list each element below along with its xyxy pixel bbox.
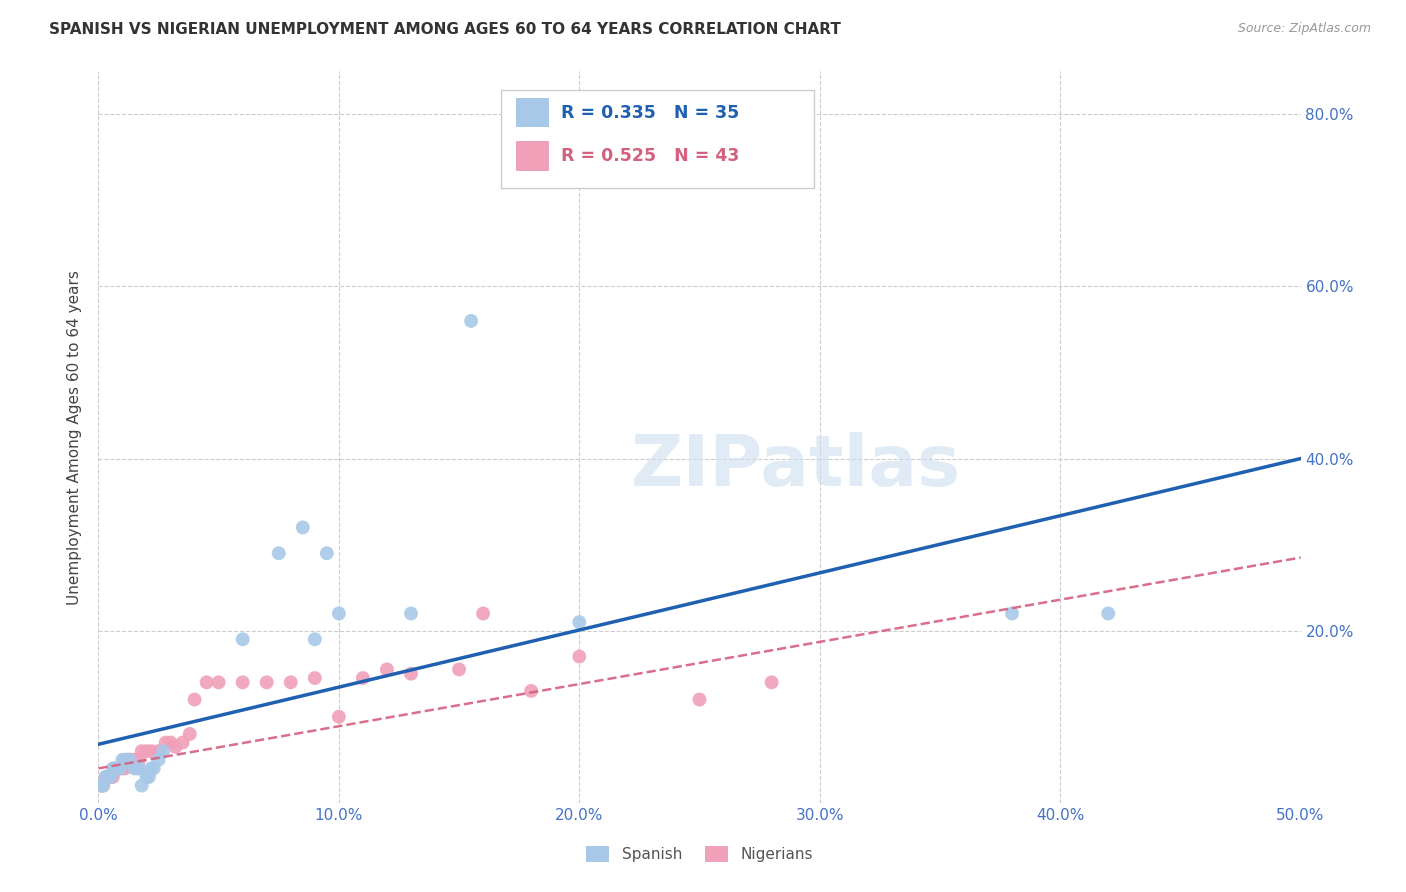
Point <box>328 710 350 724</box>
Point <box>114 761 136 775</box>
Point <box>125 753 148 767</box>
Point <box>689 168 711 182</box>
Point <box>135 744 157 758</box>
Point <box>568 615 591 629</box>
Point <box>104 761 127 775</box>
Point <box>90 779 112 793</box>
Point <box>328 607 350 621</box>
Point <box>375 662 398 676</box>
Point <box>195 675 218 690</box>
Point <box>108 761 131 775</box>
Point <box>304 632 326 647</box>
Point <box>128 761 150 775</box>
Point <box>114 753 136 767</box>
Point <box>208 675 231 690</box>
Point <box>107 761 129 775</box>
Point <box>100 770 122 784</box>
Y-axis label: Unemployment Among Ages 60 to 64 years: Unemployment Among Ages 60 to 64 years <box>67 269 83 605</box>
Point <box>101 761 124 775</box>
Point <box>128 753 150 767</box>
Point <box>689 692 711 706</box>
Point <box>159 735 181 749</box>
Point <box>131 779 153 793</box>
Legend: Spanish, Nigerians: Spanish, Nigerians <box>581 840 818 868</box>
Point <box>152 744 174 758</box>
Point <box>97 770 120 784</box>
Point <box>111 761 134 775</box>
Point <box>179 727 201 741</box>
Point <box>1001 607 1024 621</box>
FancyBboxPatch shape <box>501 90 814 188</box>
Point <box>447 662 470 676</box>
Point <box>165 739 187 754</box>
Point <box>101 770 124 784</box>
Point <box>111 753 134 767</box>
Point <box>142 761 165 775</box>
Point <box>124 761 146 775</box>
Point <box>118 753 141 767</box>
Point <box>256 675 278 690</box>
Point <box>141 744 163 758</box>
Point <box>155 735 177 749</box>
Point <box>90 779 112 793</box>
Point <box>97 770 120 784</box>
Point <box>148 753 170 767</box>
Point <box>100 770 122 784</box>
Point <box>399 666 422 681</box>
Point <box>108 761 131 775</box>
Point <box>141 761 163 775</box>
Point <box>472 607 495 621</box>
Point <box>104 761 127 775</box>
Point <box>315 546 337 560</box>
Point <box>1097 607 1119 621</box>
Point <box>138 770 160 784</box>
Point <box>148 744 170 758</box>
Point <box>352 671 374 685</box>
FancyBboxPatch shape <box>516 141 550 170</box>
Point <box>125 761 148 775</box>
Point <box>304 671 326 685</box>
Point <box>291 520 314 534</box>
Point <box>183 692 205 706</box>
Point <box>761 675 783 690</box>
Point <box>91 779 114 793</box>
Text: ZIPatlas: ZIPatlas <box>631 432 960 500</box>
Point <box>131 744 153 758</box>
Text: R = 0.335   N = 35: R = 0.335 N = 35 <box>561 103 740 121</box>
Point <box>117 753 139 767</box>
Point <box>94 770 117 784</box>
Point <box>107 761 129 775</box>
Point <box>172 735 194 749</box>
Point <box>91 779 114 793</box>
Point <box>118 753 141 767</box>
Point <box>124 753 146 767</box>
Point <box>399 607 422 621</box>
Point <box>280 675 302 690</box>
Point <box>121 753 143 767</box>
Text: SPANISH VS NIGERIAN UNEMPLOYMENT AMONG AGES 60 TO 64 YEARS CORRELATION CHART: SPANISH VS NIGERIAN UNEMPLOYMENT AMONG A… <box>49 22 841 37</box>
Text: Source: ZipAtlas.com: Source: ZipAtlas.com <box>1237 22 1371 36</box>
Point <box>520 684 543 698</box>
Point <box>232 632 254 647</box>
Text: R = 0.525   N = 43: R = 0.525 N = 43 <box>561 147 740 165</box>
FancyBboxPatch shape <box>516 98 550 128</box>
Point <box>460 314 482 328</box>
Point <box>94 770 117 784</box>
Point <box>135 770 157 784</box>
Point <box>267 546 290 560</box>
Point <box>568 649 591 664</box>
Point <box>232 675 254 690</box>
Point <box>117 753 139 767</box>
